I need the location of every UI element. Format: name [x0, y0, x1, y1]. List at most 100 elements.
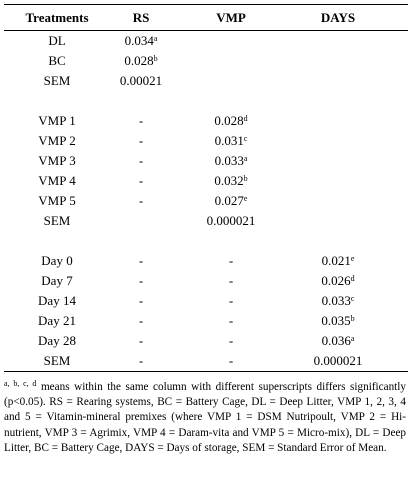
value-cell: -: [110, 191, 172, 211]
value-cell: [290, 171, 408, 191]
cell-superscript: b: [153, 54, 158, 63]
table-row: Day 7 - - 0.026d: [4, 271, 408, 291]
value-cell: [290, 131, 408, 151]
cell-value: -: [138, 273, 144, 288]
value-cell: 0.028d: [172, 111, 290, 131]
value-cell: -: [172, 251, 290, 271]
value-cell: 0.000021: [172, 211, 290, 231]
treatment-cell: Day 0: [41, 253, 73, 268]
cell-value: 0.028: [124, 53, 154, 68]
cell-superscript: d: [350, 274, 355, 283]
value-cell: -: [110, 171, 172, 191]
treatment-cell: SEM: [4, 351, 110, 372]
treatment-cell: SEM: [43, 73, 71, 88]
cell-value: -: [228, 353, 234, 368]
cell-superscript: c: [350, 294, 355, 303]
cell-value: -: [138, 293, 144, 308]
cell-value: 0.035: [321, 313, 351, 328]
value-cell: 0.035b: [290, 311, 408, 331]
value-cell: -: [110, 271, 172, 291]
cell-value: 0.031: [214, 133, 244, 148]
cell-value: 0.033: [214, 153, 244, 168]
value-cell: -: [110, 151, 172, 171]
treatment-cell: VMP 5: [38, 193, 76, 208]
cell-value: -: [138, 153, 144, 168]
cell-value: -: [228, 293, 234, 308]
table-row: VMP 2 - 0.031c: [4, 131, 408, 151]
cell-superscript: a: [350, 334, 355, 343]
value-cell: 0.000021: [290, 351, 408, 372]
spacer-row: [4, 91, 408, 111]
cell-value: 0.028: [214, 113, 244, 128]
value-cell: -: [110, 311, 172, 331]
cell-value: -: [138, 353, 144, 368]
cell-value: -: [138, 333, 144, 348]
empty-cell: [172, 231, 290, 251]
table-row: VMP 1 - 0.028d: [4, 111, 408, 131]
value-cell: -: [110, 351, 172, 372]
table-row: VMP 3 - 0.033a: [4, 151, 408, 171]
cell-value: 0.021: [321, 253, 351, 268]
header-row: Treatments RS VMP DAYS: [4, 4, 408, 31]
empty-cell: [172, 91, 290, 111]
footnote-text: means within the same column with differ…: [4, 381, 406, 454]
value-cell: [290, 111, 408, 131]
cell-value: 0.033: [321, 293, 351, 308]
value-cell: [172, 71, 290, 91]
value-cell: 0.036a: [290, 331, 408, 351]
cell-superscript: e: [350, 254, 355, 263]
column-header: RS: [110, 4, 172, 31]
empty-cell: [110, 91, 172, 111]
value-cell: 0.033c: [290, 291, 408, 311]
value-cell: -: [172, 311, 290, 331]
table-row: Day 0 - - 0.021e: [4, 251, 408, 271]
value-cell: -: [172, 351, 290, 372]
cell-value: -: [228, 333, 234, 348]
treatment-cell: Day 7: [41, 273, 73, 288]
cell-value: -: [228, 273, 234, 288]
value-cell: [172, 51, 290, 71]
cell-value: 0.000021: [313, 353, 363, 368]
table-body: DL 0.034a BC 0.028b SEM 0.00021 VMP 1-0.028d VM…: [4, 31, 408, 372]
cell-value: 0.000021: [206, 213, 256, 228]
empty-cell: [290, 231, 408, 251]
value-cell: [110, 211, 172, 231]
treatment-cell: Day 14: [38, 293, 76, 308]
table-row: VMP 5 - 0.027e: [4, 191, 408, 211]
spacer-row: [4, 231, 408, 251]
value-cell: -: [172, 291, 290, 311]
column-header: DAYS: [290, 4, 408, 31]
value-cell: 0.034a: [110, 31, 172, 52]
cell-superscript: d: [243, 114, 248, 123]
cell-value: -: [138, 313, 144, 328]
empty-cell: [290, 91, 408, 111]
value-cell: [290, 191, 408, 211]
value-cell: 0.026d: [290, 271, 408, 291]
cell-value: 0.036: [321, 333, 351, 348]
table-row: Day 14 - - 0.033c: [4, 291, 408, 311]
table-row: VMP 4 - 0.032b: [4, 171, 408, 191]
value-cell: 0.033a: [172, 151, 290, 171]
cell-superscript: e: [243, 194, 248, 203]
treatment-cell: DL: [48, 33, 66, 48]
treatment-cell: Day 21: [38, 313, 76, 328]
cell-superscript: a: [153, 34, 158, 43]
cell-superscript: a: [243, 154, 248, 163]
value-cell: -: [172, 271, 290, 291]
value-cell: -: [110, 251, 172, 271]
footnote-superscripts: a, b, c, d: [4, 379, 37, 388]
value-cell: -: [110, 131, 172, 151]
treatment-cell: SEM: [43, 213, 71, 228]
value-cell: [172, 31, 290, 52]
empty-cell: [4, 231, 110, 251]
table-row: Day 21 - - 0.035b: [4, 311, 408, 331]
value-cell: 0.031c: [172, 131, 290, 151]
treatment-cell: VMP 4: [38, 173, 76, 188]
treatment-cell: VMP 1: [38, 113, 76, 128]
treatment-cell: VMP 2: [38, 133, 76, 148]
cell-value: -: [228, 253, 234, 268]
empty-cell: [110, 231, 172, 251]
cell-value: -: [138, 133, 144, 148]
table-row: DL 0.034a: [4, 31, 408, 52]
value-cell: 0.021e: [290, 251, 408, 271]
